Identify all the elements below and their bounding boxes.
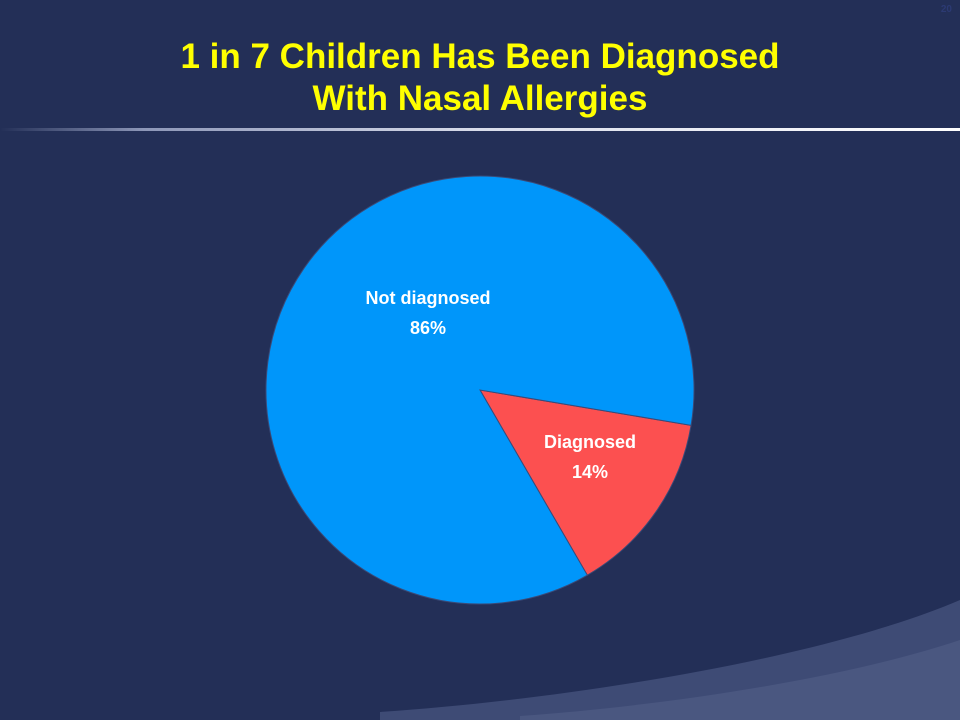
pie-slices <box>265 175 695 605</box>
slice-value-diagnosed: 14% <box>572 462 608 482</box>
pie-slice-not-diagnosed <box>265 175 695 605</box>
title-line-2: With Nasal Allergies <box>312 79 648 118</box>
slice-value-not-diagnosed: 86% <box>410 318 446 338</box>
title-divider <box>0 128 960 131</box>
corner-swoosh-inner <box>520 640 960 720</box>
slice-label-not-diagnosed: Not diagnosed <box>366 288 491 308</box>
page-number: 20 <box>940 4 952 15</box>
title-line-1: 1 in 7 Children Has Been Diagnosed <box>180 37 780 76</box>
slide-title: 1 in 7 Children Has Been Diagnosed With … <box>0 36 960 120</box>
slice-label-diagnosed: Diagnosed <box>544 432 636 452</box>
pie-slice-diagnosed <box>479 389 692 576</box>
pie-labels: Diagnosed 14% Not diagnosed 86% <box>366 288 637 482</box>
